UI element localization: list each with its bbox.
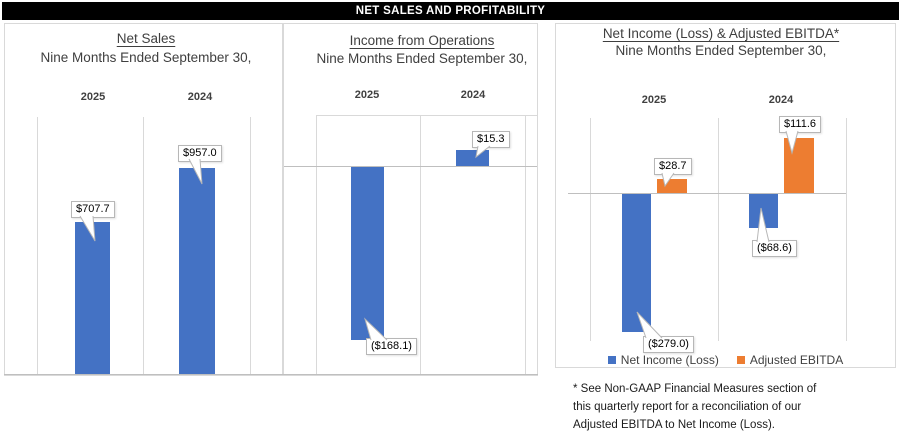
data-label-ebitda-2025: $28.7 (654, 158, 692, 175)
data-label-net-sales-2025: $707.7 (71, 201, 115, 218)
footnote-line: Adjusted EBITDA to Net Income (Loss). (573, 419, 775, 431)
net-sales-title: Net Sales (116, 31, 176, 46)
chart-panel-net-income-ebitda (555, 23, 896, 368)
income-ops-subtitle: Nine Months Ended September 30, (316, 51, 528, 66)
legend-swatch-adjusted-ebitda-icon (736, 356, 745, 364)
gridline (718, 118, 719, 341)
gridline (420, 115, 421, 374)
bar-income-ops-2025 (351, 167, 384, 340)
footnote-line: this quarterly report for a reconciliati… (573, 401, 802, 413)
gridline (143, 117, 144, 374)
data-label-ebitda-2024: $111.6 (779, 116, 822, 133)
data-label-income-ops-2025: ($168.1) (366, 338, 417, 355)
footnote: * See Non-GAAP Financial Measures sectio… (573, 380, 816, 434)
bar-net-sales-2024 (179, 168, 215, 374)
bar-net-income-2025 (622, 194, 651, 332)
net-income-ebitda-year-2025: 2025 (641, 94, 667, 106)
zero-axis-line (284, 166, 537, 167)
footnote-line: * See Non-GAAP Financial Measures sectio… (573, 383, 817, 395)
net-income-ebitda-title: Net Income (Loss) & Adjusted EBITDA* (602, 26, 840, 41)
legend-swatch-net-income-loss-icon (607, 356, 616, 364)
net-sales-year-2025: 2025 (80, 91, 106, 103)
gridline (525, 115, 526, 374)
income-ops-title: Income from Operations (349, 33, 495, 48)
net-sales-year-2024: 2024 (187, 91, 213, 103)
bar-adjusted-ebitda-2025 (657, 179, 687, 193)
category-axis-line (4, 374, 538, 375)
income-ops-year-2025: 2025 (354, 89, 380, 101)
header-title: NET SALES AND PROFITABILITY (355, 5, 546, 17)
bar-income-ops-2024 (456, 150, 489, 166)
bar-net-income-2024 (749, 194, 778, 228)
net-income-ebitda-subtitle: Nine Months Ended September 30, (615, 43, 827, 58)
data-label-net-income-2025: ($279.0) (643, 336, 694, 353)
gridline (590, 118, 591, 341)
gridline (316, 115, 317, 374)
chart-panel-net-sales (4, 23, 283, 376)
chart-panel-income-from-operations (283, 23, 538, 376)
data-label-net-sales-2024: $957.0 (178, 145, 222, 162)
net-income-ebitda-year-2024: 2024 (768, 94, 794, 106)
gridline (250, 117, 251, 374)
income-ops-year-2024: 2024 (460, 89, 486, 101)
net-sales-subtitle: Nine Months Ended September 30, (40, 50, 252, 65)
gridline (846, 118, 847, 341)
data-label-net-income-2024: ($68.6) (752, 240, 797, 257)
gridline (316, 115, 537, 116)
zero-axis-line (568, 193, 846, 194)
data-label-income-ops-2024: $15.3 (472, 131, 510, 148)
bar-adjusted-ebitda-2024 (784, 138, 814, 193)
gridline (37, 117, 38, 374)
legend: Net Income (Loss) Adjusted EBITDA (555, 353, 896, 367)
legend-label-net-income-loss: Net Income (Loss) (620, 353, 719, 367)
legend-item-adjusted-ebitda: Adjusted EBITDA (736, 353, 844, 367)
header-bar: NET SALES AND PROFITABILITY (2, 2, 899, 20)
legend-item-net-income-loss: Net Income (Loss) (607, 353, 719, 367)
legend-label-adjusted-ebitda: Adjusted EBITDA (749, 353, 844, 367)
bar-net-sales-2025 (75, 222, 110, 374)
